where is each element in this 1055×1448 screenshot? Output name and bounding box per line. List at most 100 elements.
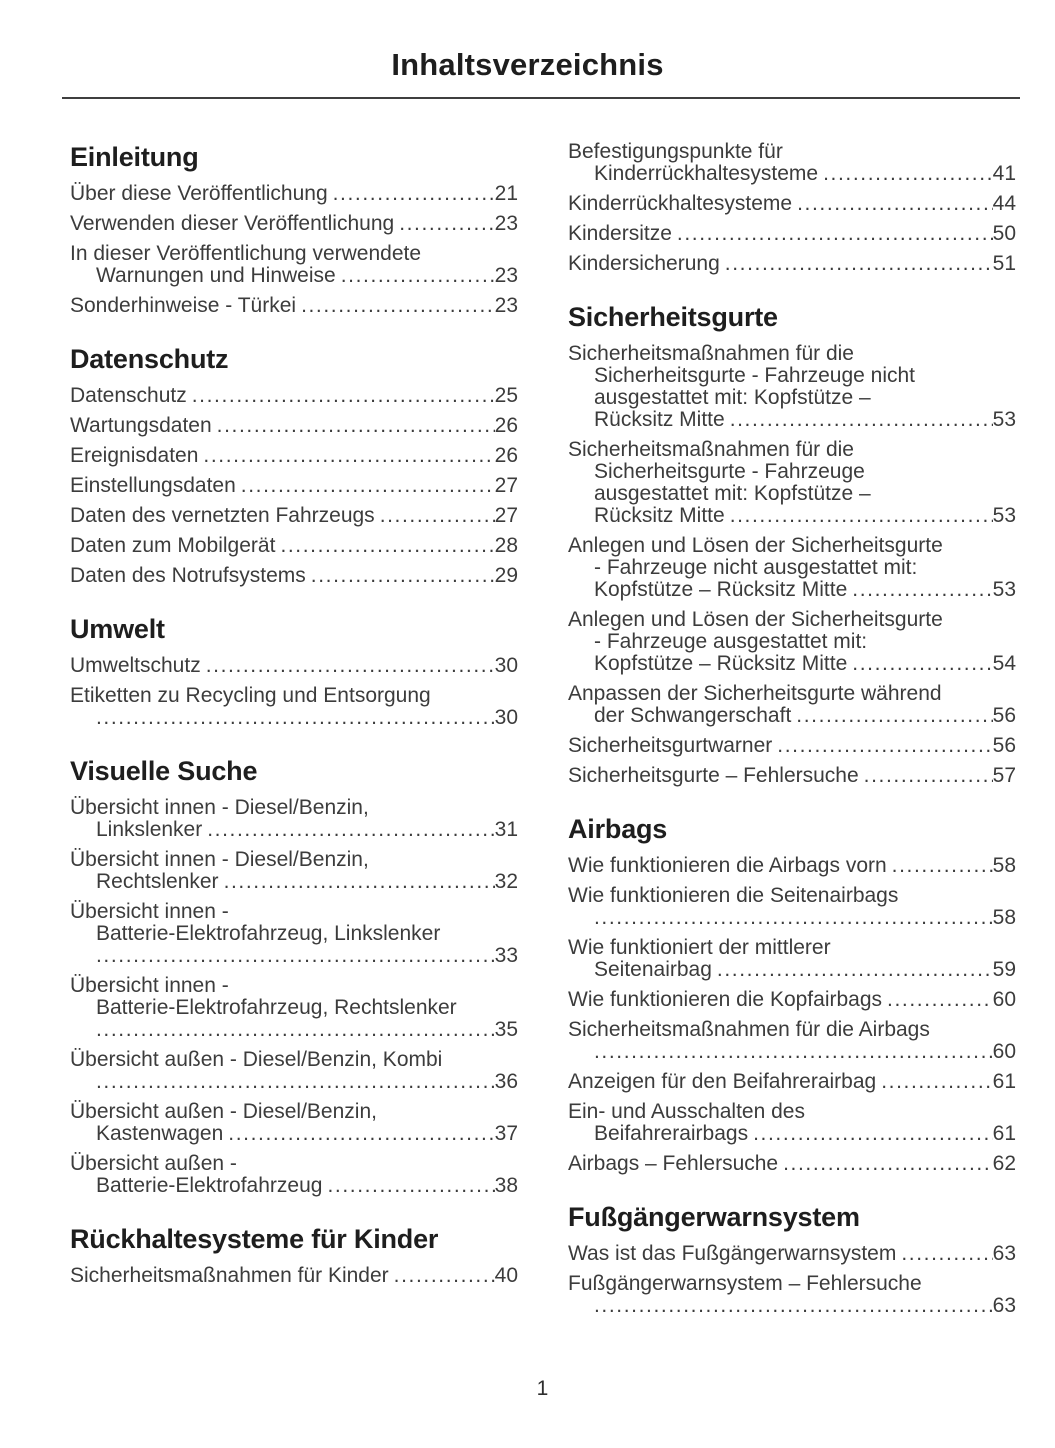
toc-page-number: 37 (494, 1122, 518, 1145)
toc-entry-text: Kopfstütze – Rücksitz Mitte (594, 578, 848, 601)
toc-section: Sicherheitsgurte Sicherheitsmaßnahmen für… (568, 301, 1016, 787)
toc-page-number: 36 (494, 1070, 518, 1093)
toc-entry-text: Daten des Notrufsystems (70, 564, 306, 587)
toc-entry-line: Übersicht innen - Diesel/Benzin, (70, 848, 369, 871)
toc-entry-line: Rechtslenker............................… (70, 871, 518, 893)
dot-leader: ........................................… (96, 1019, 495, 1041)
dot-leader: ........................................… (863, 765, 993, 787)
toc-entry-line: Batterie-Elektrofahrzeug................… (70, 1175, 518, 1197)
toc-page-number: 23 (494, 212, 518, 235)
dot-leader: ........................................… (594, 1295, 993, 1317)
toc-section: Airbags Wie funktionieren die Airbags vor… (568, 813, 1016, 1175)
toc-entry-line: Befestigungspunkte für (568, 140, 783, 163)
dot-leader: ........................................… (887, 989, 993, 1011)
toc-page-number: 56 (992, 734, 1016, 757)
dot-leader: ........................................… (753, 1123, 993, 1145)
toc-entry-line: ........................................… (568, 1041, 1016, 1063)
toc-entry-line: Ereignisdaten...........................… (70, 445, 518, 467)
toc-entry: Kinderrückhaltesysteme..................… (568, 193, 1016, 215)
toc-page-number: 25 (494, 384, 518, 407)
page-title: Inhaltsverzeichnis (391, 47, 664, 82)
toc-entry: Wie funktionieren die Airbags vorn......… (568, 855, 1016, 877)
toc-entry-line: Daten zum Mobilgerät....................… (70, 535, 518, 557)
dot-leader: ........................................… (96, 945, 495, 967)
toc-entry: Daten des vernetzten Fahrzeugs..........… (70, 505, 518, 527)
toc-entry-text: Batterie-Elektrofahrzeug (96, 1174, 323, 1197)
toc-entry-line: Sicherheitsgurte - Fahrzeuge (594, 460, 865, 483)
toc-entry: Über diese Veröffentlichung.............… (70, 183, 518, 205)
toc-entry: Sicherheitsmaßnahmen für die Sicherheitsg… (568, 439, 1016, 527)
toc-entry-line: Sicherheitsgurtwarner...................… (568, 735, 1016, 757)
toc-entry-text: Wartungsdaten (70, 414, 212, 437)
toc-entry: Übersicht innen - Diesel/Benzin, Rechtsle… (70, 849, 518, 893)
toc-entry-line: ........................................… (70, 1071, 518, 1093)
toc-entry-text: Kastenwagen (96, 1122, 224, 1145)
toc-entry: Ein- und Ausschalten des Beifahrerairbags… (568, 1101, 1016, 1145)
toc-page-number: 57 (992, 764, 1016, 787)
toc-entry-line: Übersicht innen - Diesel/Benzin, (70, 796, 369, 819)
toc-entry-line: ........................................… (70, 707, 518, 729)
toc-entry-line: Warnungen und Hinweise..................… (70, 265, 518, 287)
toc-entry: Daten des Notrufsystems.................… (70, 565, 518, 587)
toc-entry-line: Verwenden dieser Veröffentlichung.......… (70, 213, 518, 235)
footer-page-number: 1 (536, 1377, 549, 1400)
dot-leader: ........................................… (783, 1153, 993, 1175)
toc: Einleitung Über diese Veröffentlichung...… (0, 141, 1055, 1325)
toc-entry-line: Sonderhinweise - Türkei.................… (70, 295, 518, 317)
toc-entry-text: Datenschutz (70, 384, 187, 407)
toc-page-number: 31 (494, 818, 518, 841)
toc-entry: Sonderhinweise - Türkei.................… (70, 295, 518, 317)
toc-entry-text: der Schwangerschaft (594, 704, 792, 727)
toc-entry-line: Airbags – Fehlersuche...................… (568, 1153, 1016, 1175)
dot-leader: ........................................… (228, 1123, 494, 1145)
toc-page-number: 59 (992, 958, 1016, 981)
toc-page-number: 30 (494, 654, 518, 677)
toc-section: Einleitung Über diese Veröffentlichung...… (70, 141, 518, 317)
toc-section-heading: Sicherheitsgurte (568, 302, 778, 332)
toc-entry-text: Linkslenker (96, 818, 203, 841)
toc-entry-line: Beifahrerairbags........................… (568, 1123, 1016, 1145)
toc-entry-line: Linkslenker.............................… (70, 819, 518, 841)
toc-entry-text: Über diese Veröffentlichung (70, 182, 328, 205)
dot-leader: ........................................… (96, 707, 495, 729)
toc-section-heading: Airbags (568, 814, 668, 844)
toc-entry: Was ist das Fußgängerwarnsystem.........… (568, 1243, 1016, 1265)
toc-entry: Übersicht außen - Batterie-Elektrofahrzeu… (70, 1153, 518, 1197)
toc-entry-line: Übersicht innen - (70, 974, 229, 997)
toc-entry-line: Anlegen und Lösen der Sicherheitsgurte (568, 608, 943, 631)
toc-entry-line: Übersicht außen - Diesel/Benzin, Kombi (70, 1048, 443, 1071)
toc-section-heading: Fußgängerwarnsystem (568, 1202, 860, 1232)
toc-entry-line: Kopfstütze – Rücksitz Mitte.............… (568, 653, 1016, 675)
toc-page-number: 50 (992, 222, 1016, 245)
toc-entry-text: Rücksitz Mitte (594, 408, 725, 431)
toc-entry-line: Sicherheitsmaßnahmen für die Airbags (568, 1018, 930, 1041)
toc-entry-line: Kastenwagen.............................… (70, 1123, 518, 1145)
toc-section-heading: Rückhaltesysteme für Kinder (70, 1224, 439, 1254)
toc-entry-line: Datenschutz.............................… (70, 385, 518, 407)
toc-entry-text: Sicherheitsgurtwarner (568, 734, 773, 757)
toc-entry: Übersicht außen - Diesel/Benzin, Kombi..… (70, 1049, 518, 1093)
toc-entry-line: Wie funktionieren die Airbags vorn......… (568, 855, 1016, 877)
dot-leader: ........................................… (852, 579, 993, 601)
dot-leader: ........................................… (716, 959, 993, 981)
toc-section: Fußgängerwarnsystem Was ist das Fußgänger… (568, 1201, 1016, 1317)
title-divider (62, 97, 1020, 99)
toc-entry-text: Rechtslenker (96, 870, 219, 893)
toc-entry: Sicherheitsgurtwarner...................… (568, 735, 1016, 757)
toc-section-heading: Visuelle Suche (70, 756, 258, 786)
toc-entry-line: Ein- und Ausschalten des (568, 1100, 805, 1123)
dot-leader: ........................................… (310, 565, 495, 587)
dot-leader: ........................................… (280, 535, 494, 557)
toc-entry-line: ausgestattet mit: Kopfstütze – (594, 482, 871, 505)
toc-entry-line: - Fahrzeuge ausgestattet mit: (594, 630, 868, 653)
dot-leader: ........................................… (724, 253, 993, 275)
toc-entry: Anlegen und Lösen der Sicherheitsgurte - … (568, 609, 1016, 675)
toc-entry-line: Übersicht innen - (70, 900, 229, 923)
toc-entry-text: Sicherheitsmaßnahmen für Kinder (70, 1264, 389, 1287)
toc-entry: Etiketten zu Recycling und Entsorgung...… (70, 685, 518, 729)
toc-page-number: 53 (992, 504, 1016, 527)
toc-entry-text: Wie funktionieren die Airbags vorn (568, 854, 887, 877)
dot-leader: ........................................… (891, 855, 993, 877)
toc-page-number: 54 (992, 652, 1016, 675)
